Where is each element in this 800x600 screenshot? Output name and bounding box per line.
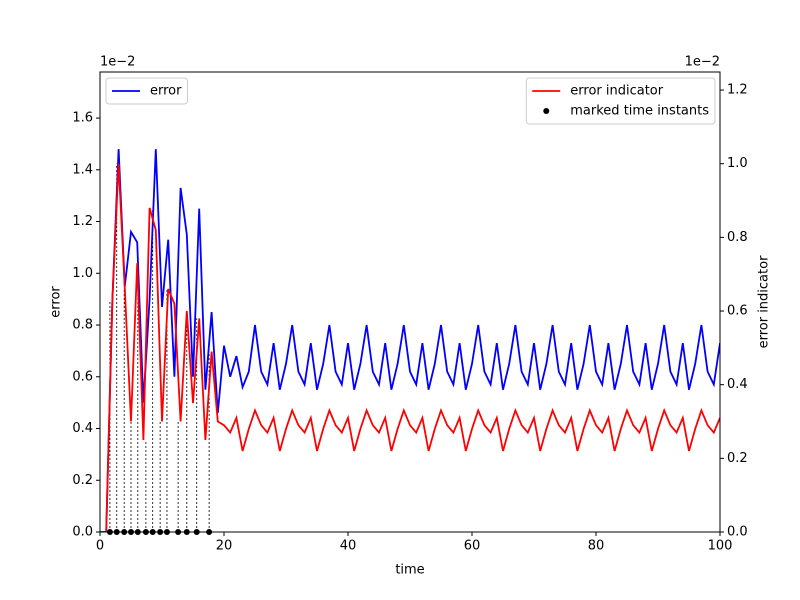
legend-label: marked time instants xyxy=(570,104,709,119)
legend-label: error xyxy=(150,84,182,99)
legend: error xyxy=(105,77,188,105)
y-offset-text: 1e−2 xyxy=(100,55,135,70)
y-tick-label: 1.0 xyxy=(72,266,93,281)
series-line xyxy=(100,149,720,532)
y2-tick-label: 0.8 xyxy=(727,230,748,245)
y2-tick-label: 1.2 xyxy=(727,83,748,98)
x-tick-label: 80 xyxy=(588,539,605,554)
y-tick-label: 1.6 xyxy=(72,111,93,126)
x-tick-label: 60 xyxy=(464,539,481,554)
legend: error indicator marked time instants xyxy=(525,77,716,125)
y-tick-label: 0.8 xyxy=(72,318,93,333)
x-tick-label: 100 xyxy=(708,539,733,554)
y-tick-label: 1.4 xyxy=(72,162,93,177)
y-tick-label: 0.2 xyxy=(72,473,93,488)
x-tick-label: 0 xyxy=(96,539,104,554)
y2-tick-label: 1.0 xyxy=(727,156,748,171)
x-tick-label: 40 xyxy=(340,539,357,554)
y2-axis-label: error indicator xyxy=(757,255,772,348)
y2-tick-label: 0.6 xyxy=(727,304,748,319)
legend-marker xyxy=(543,108,550,114)
y-tick-label: 0.0 xyxy=(72,525,93,540)
y-tick-label: 0.6 xyxy=(72,369,93,384)
y2-offset-text: 1e−2 xyxy=(685,55,720,70)
series-line xyxy=(100,163,720,532)
y-tick-label: 1.2 xyxy=(72,214,93,229)
plot-frame xyxy=(99,71,721,533)
y2-tick-label: 0.0 xyxy=(727,525,748,540)
y2-tick-label: 0.4 xyxy=(727,377,748,392)
y-tick-label: 0.4 xyxy=(72,421,93,436)
y2-tick-label: 0.2 xyxy=(727,451,748,466)
x-axis-label: time xyxy=(395,563,424,578)
y-axis-label: error xyxy=(49,286,64,318)
x-tick-label: 20 xyxy=(216,539,233,554)
legend-label: error indicator xyxy=(570,84,663,99)
legend-box xyxy=(525,77,716,125)
legend-box xyxy=(105,77,188,105)
